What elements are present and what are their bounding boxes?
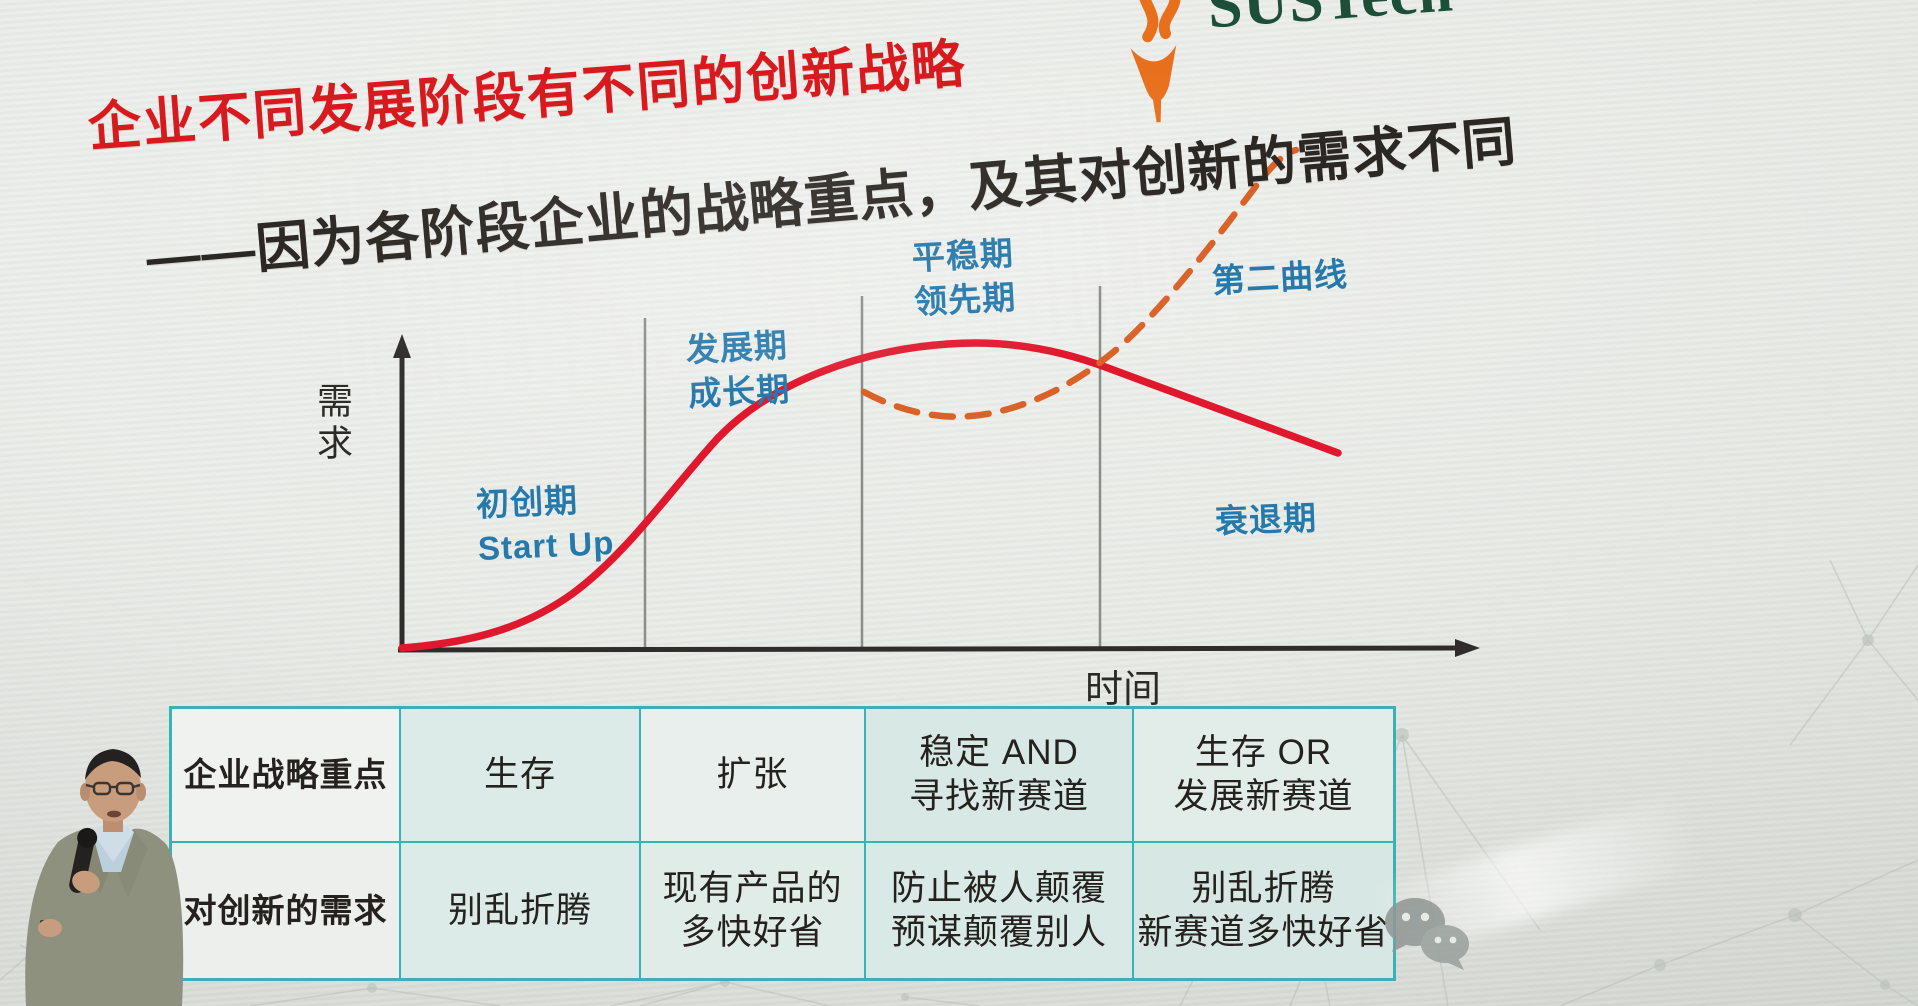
stage-label-startup: 初创期 Start Up (475, 481, 616, 567)
wechat-icon (1385, 898, 1469, 970)
presenter-photo (25, 749, 184, 1006)
x-axis-arrow (1455, 639, 1480, 657)
second-curve-label: 第二曲线 (1211, 255, 1349, 300)
y-axis-label: 需求 (312, 382, 353, 466)
table-cell: 现有产品的 多快好省 (641, 843, 866, 978)
table-cell: 防止被人颠覆 预谋颠覆别人 (866, 843, 1134, 978)
table-cell: 稳定 AND 寻找新赛道 (866, 709, 1134, 843)
mouth (107, 810, 121, 818)
stage-label-decline: 衰退期 (1214, 499, 1318, 540)
y-axis-arrow (393, 334, 411, 358)
table-cell: 别乱折腾 (401, 843, 641, 978)
stage-label-plateau: 平稳期 领先期 (910, 234, 1018, 321)
sustech-logo-text: SUSTech (1205, 0, 1455, 43)
hand (38, 919, 62, 937)
stage-label-growth: 发展期 成长期 (684, 326, 792, 413)
x-axis-label: 时间 (1085, 669, 1162, 711)
torch-icon (1130, 0, 1181, 123)
table-cell: 别乱折腾 新赛道多快好省 (1134, 843, 1393, 978)
table-cell: 扩张 (641, 709, 866, 843)
table-cell: 生存 OR 发展新赛道 (1134, 709, 1393, 843)
slide-title: 企业不同发展阶段有不同的创新战略 (86, 34, 969, 158)
strategy-table: 企业战略重点 生存 扩张 稳定 AND 寻找新赛道 生存 OR 发展新赛道 对创… (169, 706, 1396, 981)
table-cell: 生存 (401, 709, 641, 843)
